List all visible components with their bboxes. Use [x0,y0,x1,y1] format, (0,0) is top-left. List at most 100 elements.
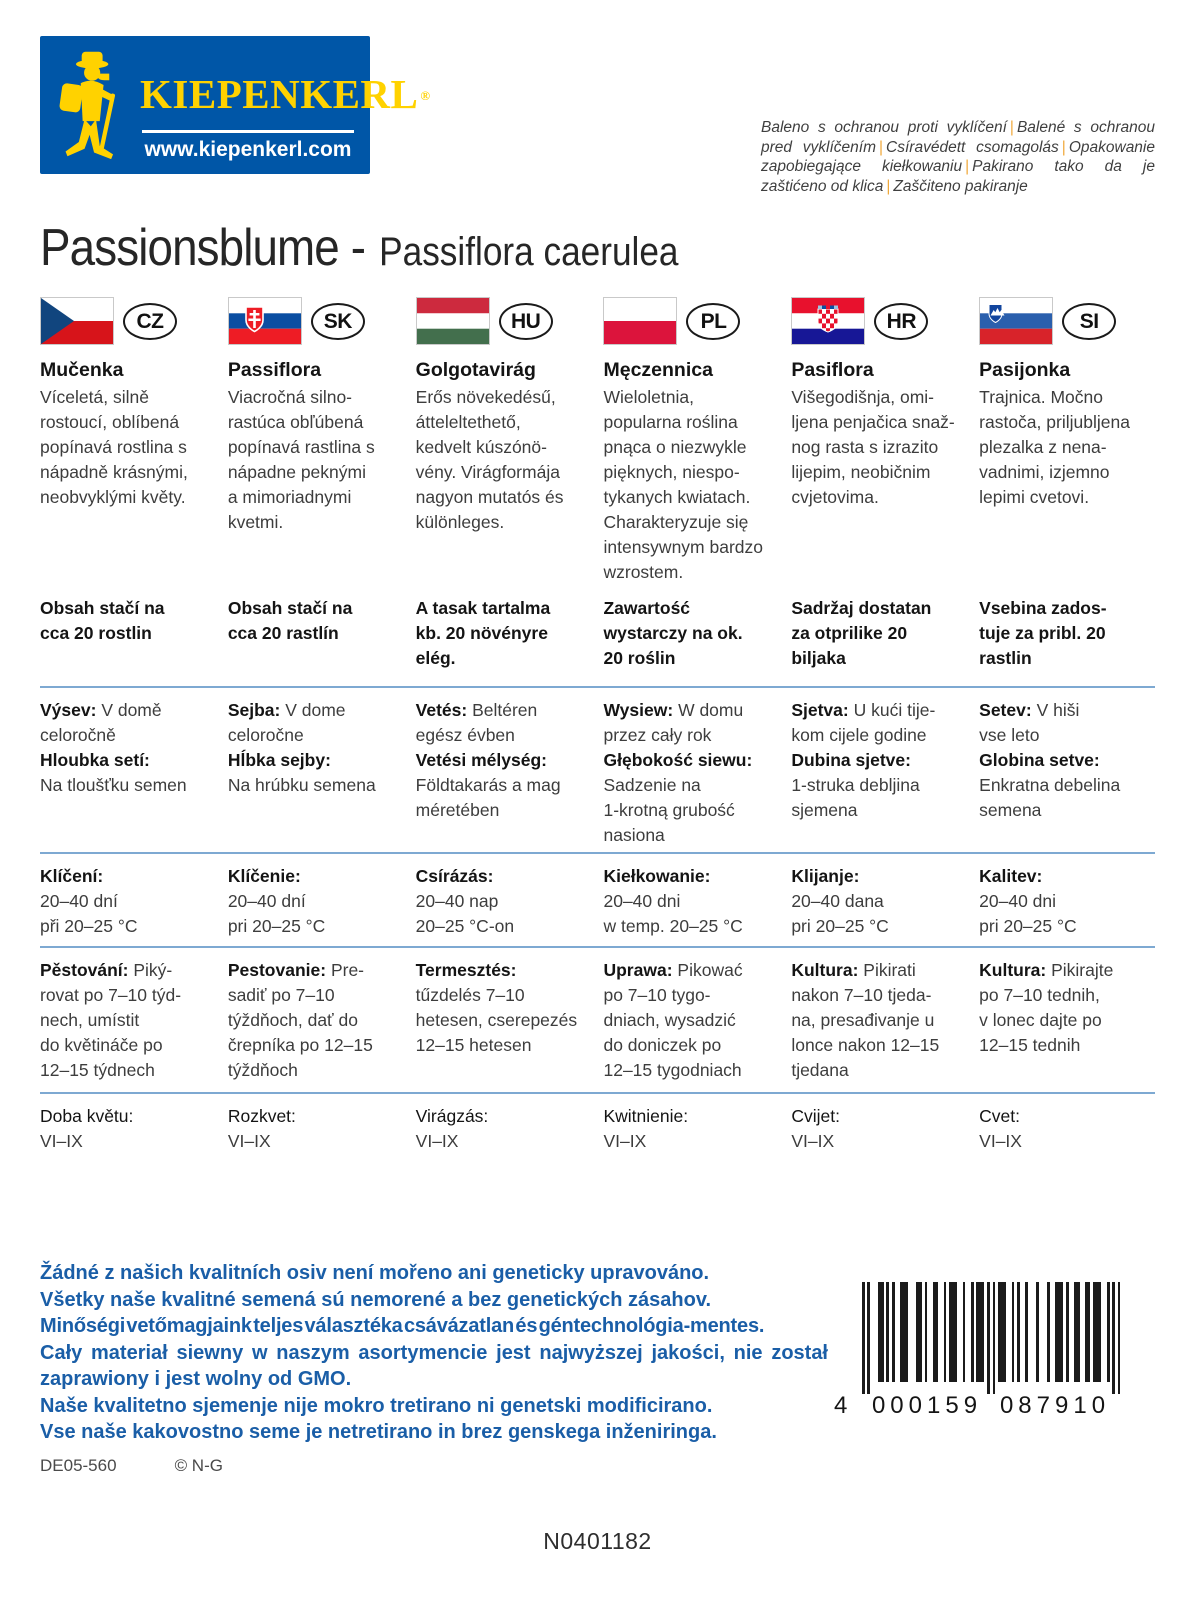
flag-pl-icon [603,297,678,345]
divider-line [40,946,1155,948]
flag-hu-icon [415,297,490,345]
gmo-line-pl: Cały materiał siewny w naszym asortymenc… [40,1341,828,1391]
country-badge-si: SI [1062,302,1117,340]
divider-line [40,1092,1155,1094]
country-badge-pl: PL [686,302,741,340]
print-codes: DE05-560 © N-G [40,1456,1155,1476]
title-german: Passionsblume - [40,219,366,277]
note-segment: Opakowanie zapobiegające kiełkowaniu [761,138,1155,176]
gmo-line-hr: Naše kvalitetno sjemenje nije mokro tret… [40,1394,713,1417]
plant-description-hu: Erős növekedésű, átteleltethető, kedvelt… [415,387,564,532]
culture-sk: Pestovanie: Pre- sadiť po 7–10 týždňoch,… [227,960,373,1080]
content-note-pl: Zawartość wystarczy na ok. 20 roślin [603,598,743,668]
content-note-hr: Sadržaj dostatan za otprilike 20 biljaka [791,598,932,668]
note-segment: Baleno s ochranou proti vyklíčení [761,119,1007,136]
kiepenkerl-mascot-icon [59,51,116,160]
country-badge-hu: HU [498,302,553,340]
content-note-hu: A tasak tartalma kb. 20 növényre elég. [415,598,551,668]
bloom-hr: Cvijet: VI–IX [791,1106,840,1151]
kiepenkerl-logo: KIEPENKERL ® www.kiepenkerl.com [40,36,430,174]
item-number: N0401182 [543,1527,652,1554]
plant-name-sk: Passiflora [227,359,322,381]
bloom-hu: Virágzás: VI–IX [415,1106,489,1151]
plant-description-pl: Wieloletnia, popularna roślina pnąca o n… [603,387,764,582]
note-segment: Balené s ochranou pred vyklíčením [761,119,1155,156]
bloom-pl: Kwitnienie: VI–IX [603,1106,689,1151]
ean13-barcode: 4 000159 087910 [828,1282,1130,1432]
plant-description-cz: Víceletá, silně rostoucí, oblíbená popín… [40,387,188,507]
barcode-digits-left: 000159 [871,1392,983,1419]
gmo-line-cz: Žádné z našich kvalitních osiv není moře… [40,1262,710,1284]
flag-si-icon [979,297,1054,345]
barcode-digit-first: 4 [834,1392,848,1419]
plant-description-si: Trajnica. Močno rastoča, priljubljena pl… [979,387,1130,507]
gmo-statement: Žádné z našich kvalitních osiv není moře… [40,1260,828,1446]
flag-group-hr: HR [791,294,967,348]
germination-cz: Klíčení: 20–40 dní při 20–25 °C [40,866,138,936]
germination-pl: Kiełkowanie: 20–40 dni w temp. 20–25 °C [603,866,743,936]
barcode-digits-right: 087910 [999,1392,1111,1419]
sowing-cz: Výsev: V domě celoročně Hloubka setí: Na… [40,700,187,795]
gmo-line-sk: Všetky naše kvalitné semená sú nemorené … [40,1288,712,1311]
plant-description-hr: Višegodišnja, omi- ljena penjačica snaž-… [791,387,955,507]
flag-group-sk: SK [227,294,404,348]
note-separator: | [886,177,891,195]
brand-url: www.kiepenkerl.com [144,138,352,161]
footer: Žádné z našich kvalitních osiv není moře… [40,1260,1155,1555]
germination-sk: Klíčenie: 20–40 dní pri 20–25 °C [227,866,326,936]
header: KIEPENKERL ® www.kiepenkerl.com Baleno s … [40,0,1155,196]
culture-pl: Uprawa: Pikować po 7–10 tygo- dniach, wy… [603,960,743,1080]
plant-info-si: Pasijonka Trajnica. Močno rastoča, prilj… [979,348,1155,596]
plant-name-hr: Pasiflora [791,359,874,381]
plant-name-si: Pasijonka [979,359,1071,381]
flag-cz-icon [40,297,114,345]
note-segment: Pakirano tako da je zaštićeno od klica [761,158,1155,195]
bloom-sk: Rozkvet: VI–IX [227,1106,296,1151]
note-separator: | [965,158,970,175]
batch-code: DE05-560 [40,1455,117,1475]
plant-info-pl: Męczennica Wieloletnia, popularna roślin… [603,348,779,596]
culture-hr: Kultura: Pikirati nakon 7–10 tjeda- na, … [791,960,940,1080]
country-badge-sk: SK [310,302,365,340]
copyright-note: © N-G [174,1455,223,1475]
sowing-si: Setev: V hiši vse leto Globina setve: En… [979,700,1121,820]
plant-name-hu: Golgotavirág [415,359,536,381]
logo-divider [142,130,354,133]
flag-hr-icon [791,297,866,345]
divider-line [40,686,1155,688]
page-title: Passionsblume - Passiflora caerulea [40,218,1155,278]
seed-packet-back: KIEPENKERL ® www.kiepenkerl.com Baleno s … [40,0,1155,1555]
title-latin: Passiflora caerulea [379,230,679,274]
language-table: CZ SK HU PL [40,294,1155,1156]
plant-info-sk: Passiflora Viacročná silno- rastúca obľú… [228,348,404,596]
germination-protection-note: Baleno s ochranou proti vyklíčení | Balené… [761,118,1155,196]
bloom-cz: Doba květu: VI–IX [40,1106,134,1151]
sowing-hu: Vetés: Beltéren egész évben Vetési mélys… [415,700,561,820]
country-badge-cz: CZ [123,302,177,340]
sowing-sk: Sejba: V dome celoročne Hĺbka sejby: Na … [227,700,376,795]
barcode-bars [862,1282,1121,1394]
germination-si: Kalitev: 20–40 dni pri 20–25 °C [979,866,1077,936]
note-separator: | [879,138,884,156]
flag-group-hu: HU [415,294,592,348]
plant-info-hu: Golgotavirág Erős növekedésű, átteleltet… [416,348,592,596]
content-note-cz: Obsah stačí na cca 20 rostlin [40,598,165,643]
country-badge-hr: HR [874,302,929,340]
culture-cz: Pěstování: Piký- rovat po 7–10 týd- nech… [40,960,182,1080]
germination-hr: Klijanje: 20–40 dana pri 20–25 °C [791,866,889,936]
divider-line [40,852,1155,854]
content-note-sk: Obsah stačí na cca 20 rastlín [227,598,353,643]
note-separator: | [1061,138,1066,156]
culture-si: Kultura: Pikirajte po 7–10 tednih, v lon… [979,960,1114,1055]
sowing-pl: Wysiew: W domu przez cały rok Głębokość … [603,700,753,845]
plant-info-hr: Pasiflora Višegodišnja, omi- ljena penja… [791,348,967,596]
sowing-hr: Sjetva: U kući tije- kom cijele godine D… [791,700,936,820]
gmo-line-si: Vse naše kakovostno seme je netretirano … [40,1421,717,1443]
flag-sk-icon [227,297,302,345]
note-separator: | [1009,119,1014,136]
note-segment: Csíravédett csomagolás [886,138,1059,156]
brand-name: KIEPENKERL ® [140,71,431,117]
plant-name-pl: Męczennica [603,359,713,381]
plant-description-sk: Viacročná silno- rastúca obľúbená popína… [227,387,375,532]
plant-info-cz: Mučenka Víceletá, silně rostoucí, oblíbe… [40,348,216,596]
